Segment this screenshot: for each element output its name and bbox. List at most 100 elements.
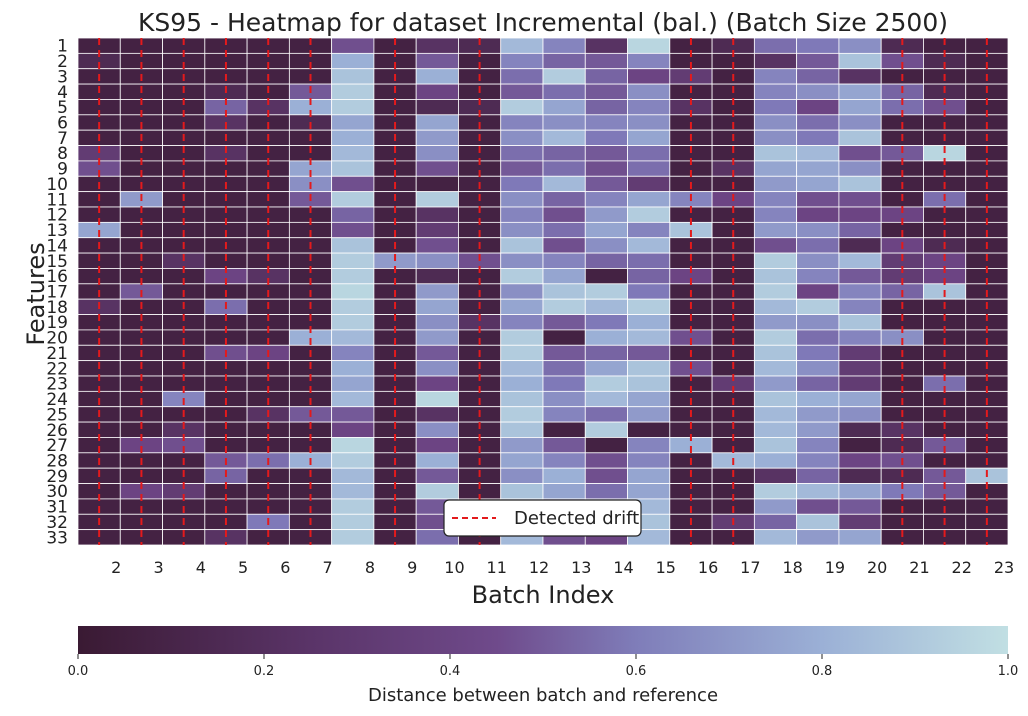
heatmap-cell (796, 68, 840, 85)
colorbar-gradient (78, 626, 1008, 654)
y-tick-label: 15 (46, 252, 68, 272)
y-tick-labels: 1234567891011121314151617181920212223242… (46, 37, 68, 549)
heatmap-cell (796, 529, 840, 546)
heatmap-cell (584, 375, 628, 392)
heatmap-cell (415, 437, 459, 454)
heatmap-cell (796, 99, 840, 116)
heatmap-cell (331, 498, 375, 515)
heatmap-cell (331, 513, 375, 531)
heatmap-cell (331, 406, 375, 423)
x-tick-label: 15 (656, 558, 676, 577)
heatmap-cell (584, 221, 628, 239)
heatmap-cell (584, 175, 628, 193)
heatmap-cell (331, 483, 375, 500)
heatmap-cell (415, 175, 459, 193)
heatmap-cell (415, 268, 459, 285)
heatmap-cell (796, 191, 840, 208)
heatmap-cell (838, 421, 882, 438)
x-tick-label: 12 (529, 558, 549, 577)
heatmap-cell (753, 191, 798, 208)
y-tick-label: 9 (57, 160, 68, 180)
heatmap-cell (627, 483, 671, 500)
heatmap-cell (331, 221, 375, 239)
heatmap-cell (542, 314, 586, 331)
heatmap-cell (627, 268, 671, 285)
heatmap-cell (753, 160, 798, 177)
heatmap-cell (753, 529, 798, 546)
x-tick-label: 16 (698, 558, 718, 577)
heatmap-cell (415, 344, 459, 362)
heatmap-cell (415, 145, 459, 162)
heatmap-cell (500, 421, 544, 438)
heatmap-cell (753, 68, 798, 85)
x-tick-label: 7 (323, 558, 333, 577)
heatmap-cell (796, 145, 840, 162)
heatmap-cell (796, 513, 840, 531)
heatmap-cell (796, 498, 840, 515)
heatmap-cell (753, 467, 798, 484)
heatmap-cell (796, 375, 840, 392)
heatmap-cell (500, 360, 544, 377)
heatmap-cell (796, 175, 840, 193)
heatmap-cell (753, 437, 798, 454)
y-tick-label: 23 (46, 375, 68, 395)
y-tick-label: 12 (46, 206, 68, 226)
heatmap-cell (331, 375, 375, 392)
y-tick-label: 5 (57, 98, 68, 118)
heatmap-cell (796, 129, 840, 146)
heatmap-cell (627, 421, 671, 438)
heatmap-cell (542, 406, 586, 423)
colorbar-tick-label: 0.4 (440, 664, 461, 679)
heatmap-cell (838, 37, 882, 54)
heatmap-cell (627, 360, 671, 377)
heatmap-cell (753, 221, 798, 239)
heatmap-cell (796, 160, 840, 177)
heatmap-cell (584, 83, 628, 100)
x-tick-label: 3 (153, 558, 163, 577)
heatmap-cell (500, 467, 544, 484)
heatmap-cell (542, 52, 586, 70)
heatmap-cell (331, 252, 375, 269)
heatmap-cell (500, 452, 544, 469)
heatmap-cell (627, 314, 671, 331)
heatmap-cell (415, 160, 459, 177)
heatmap-cell (838, 483, 882, 500)
heatmap-cell (500, 129, 544, 146)
x-tick-label: 22 (952, 558, 972, 577)
heatmap-cell (331, 268, 375, 285)
heatmap-cell (542, 114, 586, 131)
heatmap-cell (838, 221, 882, 239)
heatmap-cell (584, 390, 628, 408)
heatmap-cell (753, 114, 798, 131)
heatmap-cell (838, 498, 882, 515)
heatmap-cell (627, 252, 671, 269)
heatmap-cell (627, 83, 671, 100)
heatmap-cell (542, 145, 586, 162)
heatmap-cell (838, 52, 882, 70)
heatmap-cell (542, 360, 586, 377)
heatmap-cell (753, 237, 798, 254)
heatmap-cell (584, 191, 628, 208)
heatmap-cell (838, 114, 882, 131)
heatmap-cell (331, 298, 375, 315)
x-tick-label: 9 (407, 558, 417, 577)
heatmap-cell (753, 268, 798, 285)
heatmap-cell (415, 298, 459, 315)
heatmap-cell (331, 452, 375, 469)
heatmap-cell (331, 360, 375, 377)
heatmap-cell (415, 252, 459, 269)
heatmap-cell (542, 68, 586, 85)
heatmap-cell (542, 483, 586, 500)
heatmap-cell (627, 452, 671, 469)
heatmap-cell (796, 237, 840, 254)
heatmap-cell (500, 175, 544, 193)
heatmap-cell (542, 175, 586, 193)
heatmap-cell (796, 390, 840, 408)
y-tick-label: 24 (46, 390, 68, 410)
heatmap-cell (796, 329, 840, 346)
heatmap-cell (796, 52, 840, 70)
heatmap-cell (542, 298, 586, 315)
heatmap-cell (542, 221, 586, 239)
heatmap-cell (627, 52, 671, 70)
heatmap-cell (838, 68, 882, 85)
